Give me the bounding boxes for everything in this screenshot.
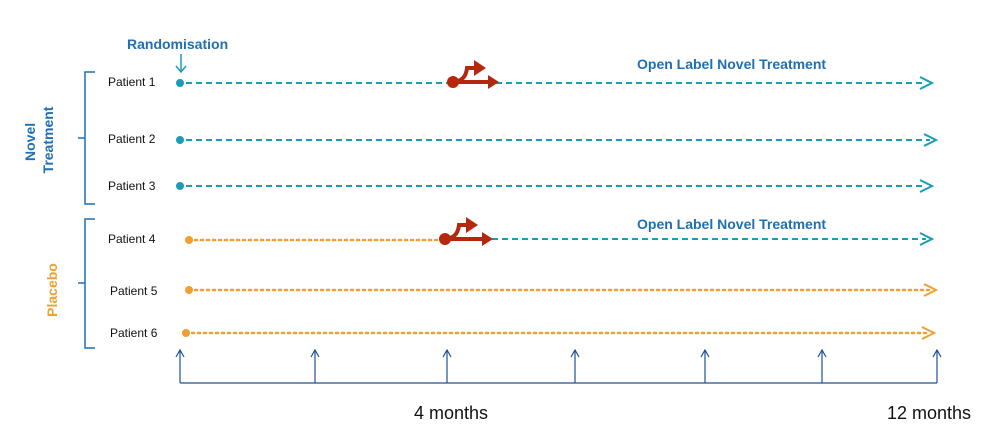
patient-2-timeline — [176, 133, 939, 147]
patient-3-label: Patient 3 — [108, 179, 156, 193]
patient-5-timeline — [185, 283, 939, 297]
patient-1-timeline — [176, 76, 935, 90]
placebo-group-bracket — [78, 218, 95, 349]
patient-2-label: Patient 2 — [108, 132, 156, 146]
axis-label-4-months: 4 months — [414, 403, 488, 423]
patient-6-timeline — [182, 326, 937, 340]
patient-4-label: Patient 4 — [108, 232, 156, 246]
randomisation-arrow-icon — [175, 54, 187, 74]
patient-4-timeline — [185, 232, 935, 246]
novel-group-bracket — [78, 71, 95, 205]
novel-group-label: Novel Treatment — [22, 106, 56, 173]
patient-4-switch-icon — [439, 217, 493, 246]
patient-5-label: Patient 5 — [110, 284, 158, 298]
placebo-group-label: Placebo — [44, 263, 60, 317]
axis-label-12-months: 12 months — [887, 403, 971, 423]
patient-1-label: Patient 1 — [108, 75, 156, 89]
time-axis — [175, 348, 942, 384]
patient-1-switch-icon — [447, 60, 499, 89]
randomisation-label: Randomisation — [127, 36, 228, 52]
patient-3-timeline — [176, 179, 935, 193]
patient-1-switch-label: Open Label Novel Treatment — [637, 56, 826, 72]
patient-6-label: Patient 6 — [110, 326, 158, 340]
patient-4-switch-label: Open Label Novel Treatment — [637, 216, 826, 232]
